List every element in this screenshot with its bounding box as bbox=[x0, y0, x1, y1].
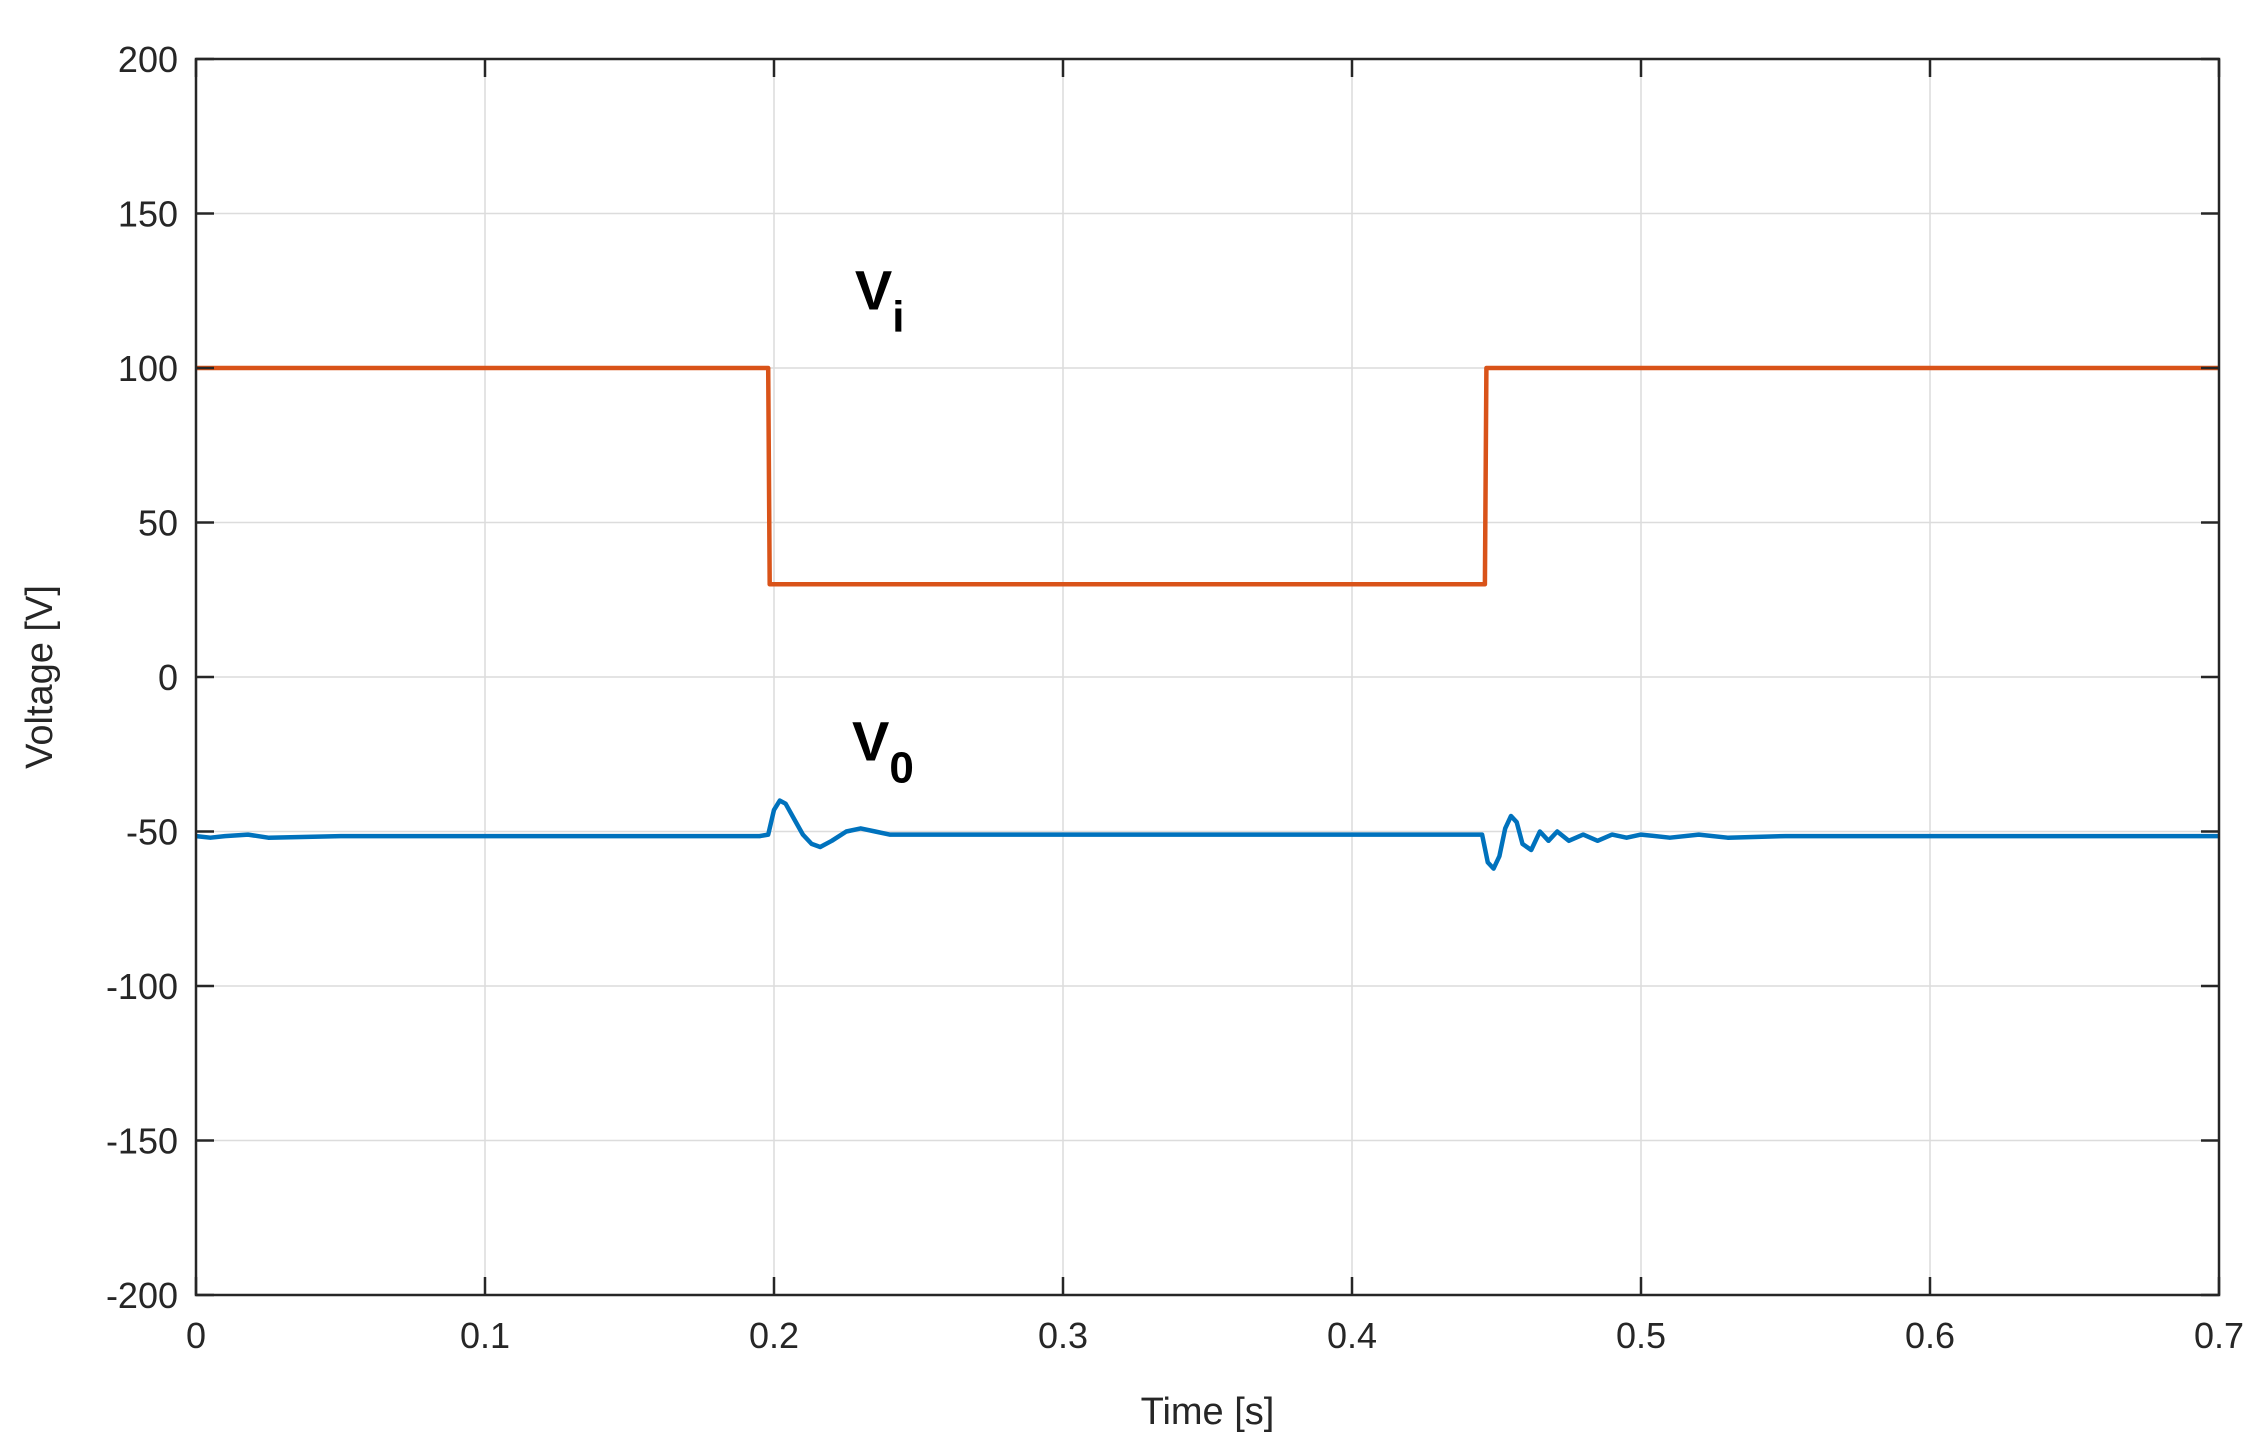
series-group bbox=[195, 365, 2219, 871]
ticks: 0 0.1 0.2 0.3 0.4 0.5 0.6 0.7 200 150 100 50 0 -50 -10… bbox=[106, 39, 2244, 1356]
x-tick-label: 0.1 bbox=[460, 1315, 510, 1356]
grid bbox=[195, 58, 2220, 1296]
y-tick-label: -100 bbox=[106, 966, 178, 1007]
y-tick-label: -150 bbox=[106, 1121, 178, 1162]
y-tick-label: 50 bbox=[138, 503, 178, 544]
y-tick-label: 0 bbox=[158, 657, 178, 698]
x-tick-label: 0.4 bbox=[1327, 1315, 1377, 1356]
x-tick-label: 0.6 bbox=[1905, 1315, 1955, 1356]
y-tick-label: 100 bbox=[118, 348, 178, 389]
annotations: Vi V0 bbox=[852, 258, 914, 792]
y-tick-label: -200 bbox=[106, 1275, 178, 1316]
x-tick-label: 0.5 bbox=[1616, 1315, 1666, 1356]
x-tick-label: 0.3 bbox=[1038, 1315, 1088, 1356]
x-tick-label: 0.7 bbox=[2194, 1315, 2244, 1356]
series-annotation-1: Vi bbox=[855, 258, 905, 341]
x-tick-label: 0.2 bbox=[749, 1315, 799, 1356]
series-annotation-2: V0 bbox=[852, 709, 914, 792]
x-axis-label: Time [s] bbox=[1141, 1391, 1275, 1433]
y-tick-label: 150 bbox=[118, 194, 178, 235]
y-tick-label: 200 bbox=[118, 39, 178, 80]
series-line-1 bbox=[196, 365, 2219, 587]
series-line-2 bbox=[195, 798, 2219, 871]
x-tick-label: 0 bbox=[186, 1315, 206, 1356]
y-tick-label: -50 bbox=[126, 812, 178, 853]
y-axis-label: Voltage [V] bbox=[19, 585, 61, 769]
